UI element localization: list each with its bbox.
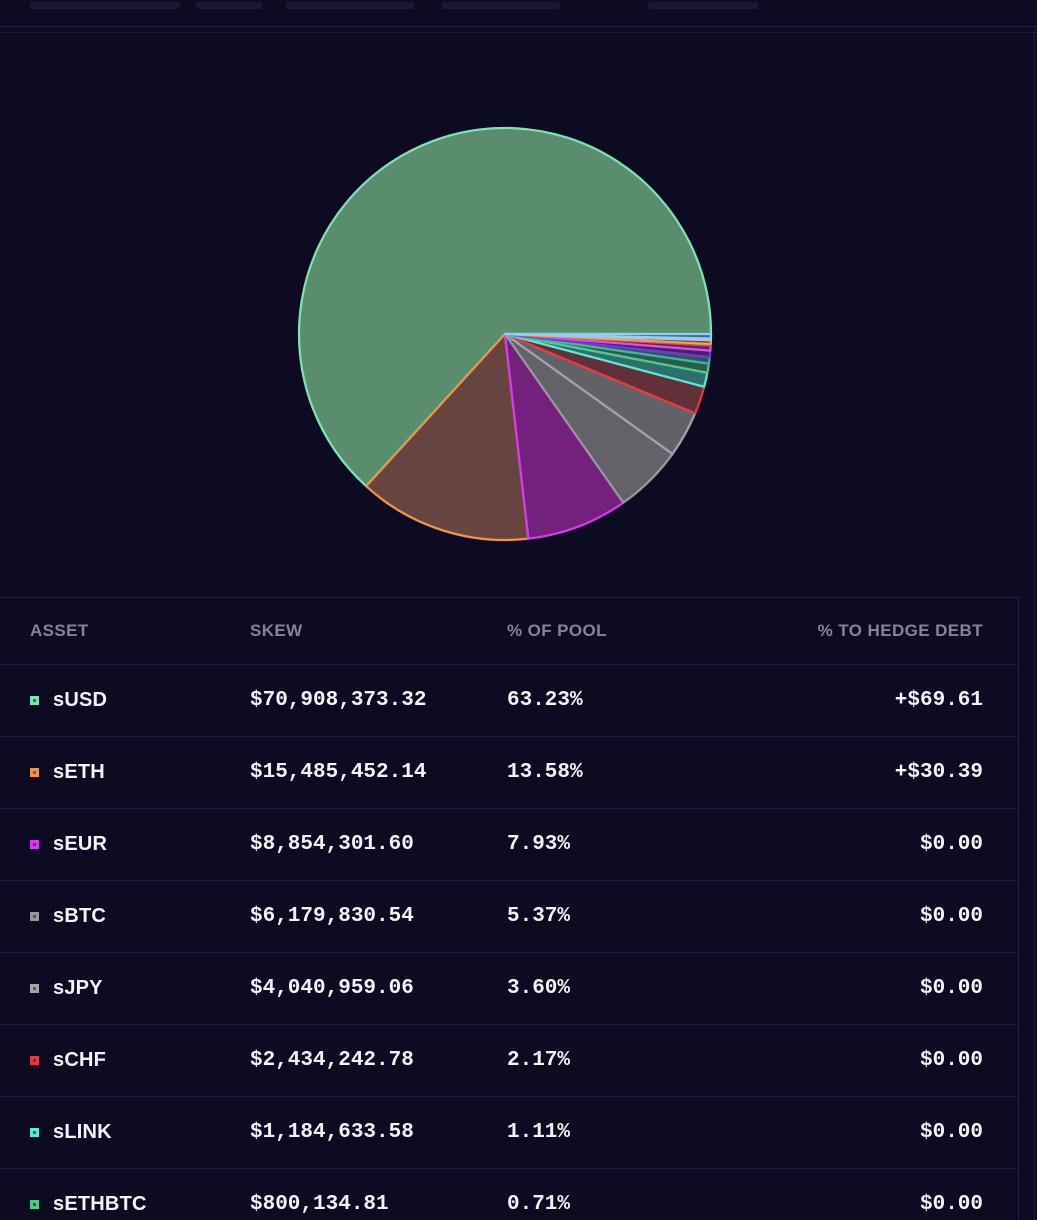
pool-pct-value: 1.11% — [507, 1121, 571, 1144]
right-panel-border — [1034, 26, 1035, 1220]
hedge-debt-value: $0.00 — [919, 833, 983, 856]
hedge-debt-value: +$30.39 — [894, 761, 983, 784]
pie-slice-sEUR[interactable] — [503, 332, 625, 540]
table-body: sUSD $70,908,373.32 63.23% +$69.61 sETH $15,4… — [0, 664, 1018, 1220]
skew-value: $15,485,452.14 — [250, 761, 427, 784]
pie-slice-sUSD[interactable] — [297, 126, 713, 488]
pie-slice-sETH[interactable] — [365, 332, 530, 542]
table-row-sCHF: sCHF $2,434,242.78 2.17% $0.00 — [0, 1024, 1018, 1096]
asset-legend-swatch-icon — [30, 1200, 39, 1209]
hedge-debt-value: $0.00 — [919, 1193, 983, 1216]
skew-value: $1,184,633.58 — [250, 1121, 414, 1144]
pool-pct-value: 7.93% — [507, 833, 571, 856]
asset-legend-swatch-icon — [30, 768, 39, 777]
top-divider-inner — [0, 32, 1037, 33]
asset-cell: sJPY — [30, 977, 250, 1000]
asset-legend-swatch-icon — [30, 984, 39, 993]
asset-name: sCHF — [53, 1049, 107, 1071]
table-row-sUSD: sUSD $70,908,373.32 63.23% +$69.61 — [0, 664, 1018, 736]
clipped-text-remnant — [648, 2, 758, 9]
asset-cell: sCHF — [30, 1049, 250, 1072]
hedge-debt-value: $0.00 — [919, 977, 983, 1000]
clipped-text-remnant — [286, 2, 414, 9]
skew-value: $4,040,959.06 — [250, 977, 414, 1000]
table-row-sEUR: sEUR $8,854,301.60 7.93% $0.00 — [0, 808, 1018, 880]
asset-legend-swatch-icon — [30, 912, 39, 921]
clipped-text-remnant — [442, 2, 560, 9]
clipped-text-remnant — [196, 2, 262, 9]
asset-name: sJPY — [53, 977, 103, 999]
pool-pct-value: 5.37% — [507, 905, 571, 928]
asset-cell: sUSD — [30, 689, 250, 712]
asset-legend-swatch-icon — [30, 840, 39, 849]
asset-name: sUSD — [53, 689, 108, 711]
asset-cell: sEUR — [30, 833, 250, 856]
debt-pool-pie-chart[interactable] — [0, 26, 1037, 597]
asset-legend-swatch-icon — [30, 1128, 39, 1137]
asset-name: sETHBTC — [53, 1193, 147, 1215]
asset-name: sEUR — [53, 833, 108, 855]
table-header-row: ASSET SKEW % OF POOL % TO HEDGE DEBT — [0, 598, 1018, 664]
asset-name: sLINK — [53, 1121, 112, 1143]
asset-name: sETH — [53, 761, 105, 783]
clipped-page-title — [0, 0, 1037, 10]
skew-value: $800,134.81 — [250, 1193, 389, 1216]
skew-value: $70,908,373.32 — [250, 689, 427, 712]
hedge-debt-value: $0.00 — [919, 1121, 983, 1144]
hedge-debt-value: $0.00 — [919, 1049, 983, 1072]
column-header-skew: SKEW — [250, 621, 303, 640]
pool-pct-value: 2.17% — [507, 1049, 571, 1072]
column-header-pool-pct: % OF POOL — [507, 621, 607, 640]
asset-cell: sBTC — [30, 905, 250, 928]
asset-name: sBTC — [53, 905, 107, 927]
column-header-hedge-debt: % TO HEDGE DEBT — [817, 621, 983, 640]
pie-slice-unlabeled-7[interactable] — [503, 332, 713, 340]
skew-value: $2,434,242.78 — [250, 1049, 414, 1072]
asset-cell: sETH — [30, 761, 250, 784]
pool-pct-value: 63.23% — [507, 689, 583, 712]
table-row-sETHBTC: sETHBTC $800,134.81 0.71% $0.00 — [0, 1168, 1018, 1220]
pool-pct-value: 13.58% — [507, 761, 583, 784]
synth-skew-table: ASSET SKEW % OF POOL % TO HEDGE DEBT sUS… — [0, 597, 1019, 1220]
table-row-sBTC: sBTC $6,179,830.54 5.37% $0.00 — [0, 880, 1018, 952]
table-row-sETH: sETH $15,485,452.14 13.58% +$30.39 — [0, 736, 1018, 808]
clipped-text-remnant — [30, 2, 180, 9]
pie-chart-panel — [0, 26, 1037, 597]
pool-pct-value: 3.60% — [507, 977, 571, 1000]
hedge-debt-value: +$69.61 — [894, 689, 983, 712]
pool-pct-value: 0.71% — [507, 1193, 571, 1216]
skew-value: $6,179,830.54 — [250, 905, 414, 928]
table-row-sLINK: sLINK $1,184,633.58 1.11% $0.00 — [0, 1096, 1018, 1168]
skew-value: $8,854,301.60 — [250, 833, 414, 856]
top-divider — [0, 26, 1037, 27]
column-header-asset: ASSET — [30, 621, 89, 640]
asset-legend-swatch-icon — [30, 1056, 39, 1065]
table-row-sJPY: sJPY $4,040,959.06 3.60% $0.00 — [0, 952, 1018, 1024]
asset-cell: sETHBTC — [30, 1193, 250, 1216]
asset-cell: sLINK — [30, 1121, 250, 1144]
hedge-debt-value: $0.00 — [919, 905, 983, 928]
asset-legend-swatch-icon — [30, 696, 39, 705]
